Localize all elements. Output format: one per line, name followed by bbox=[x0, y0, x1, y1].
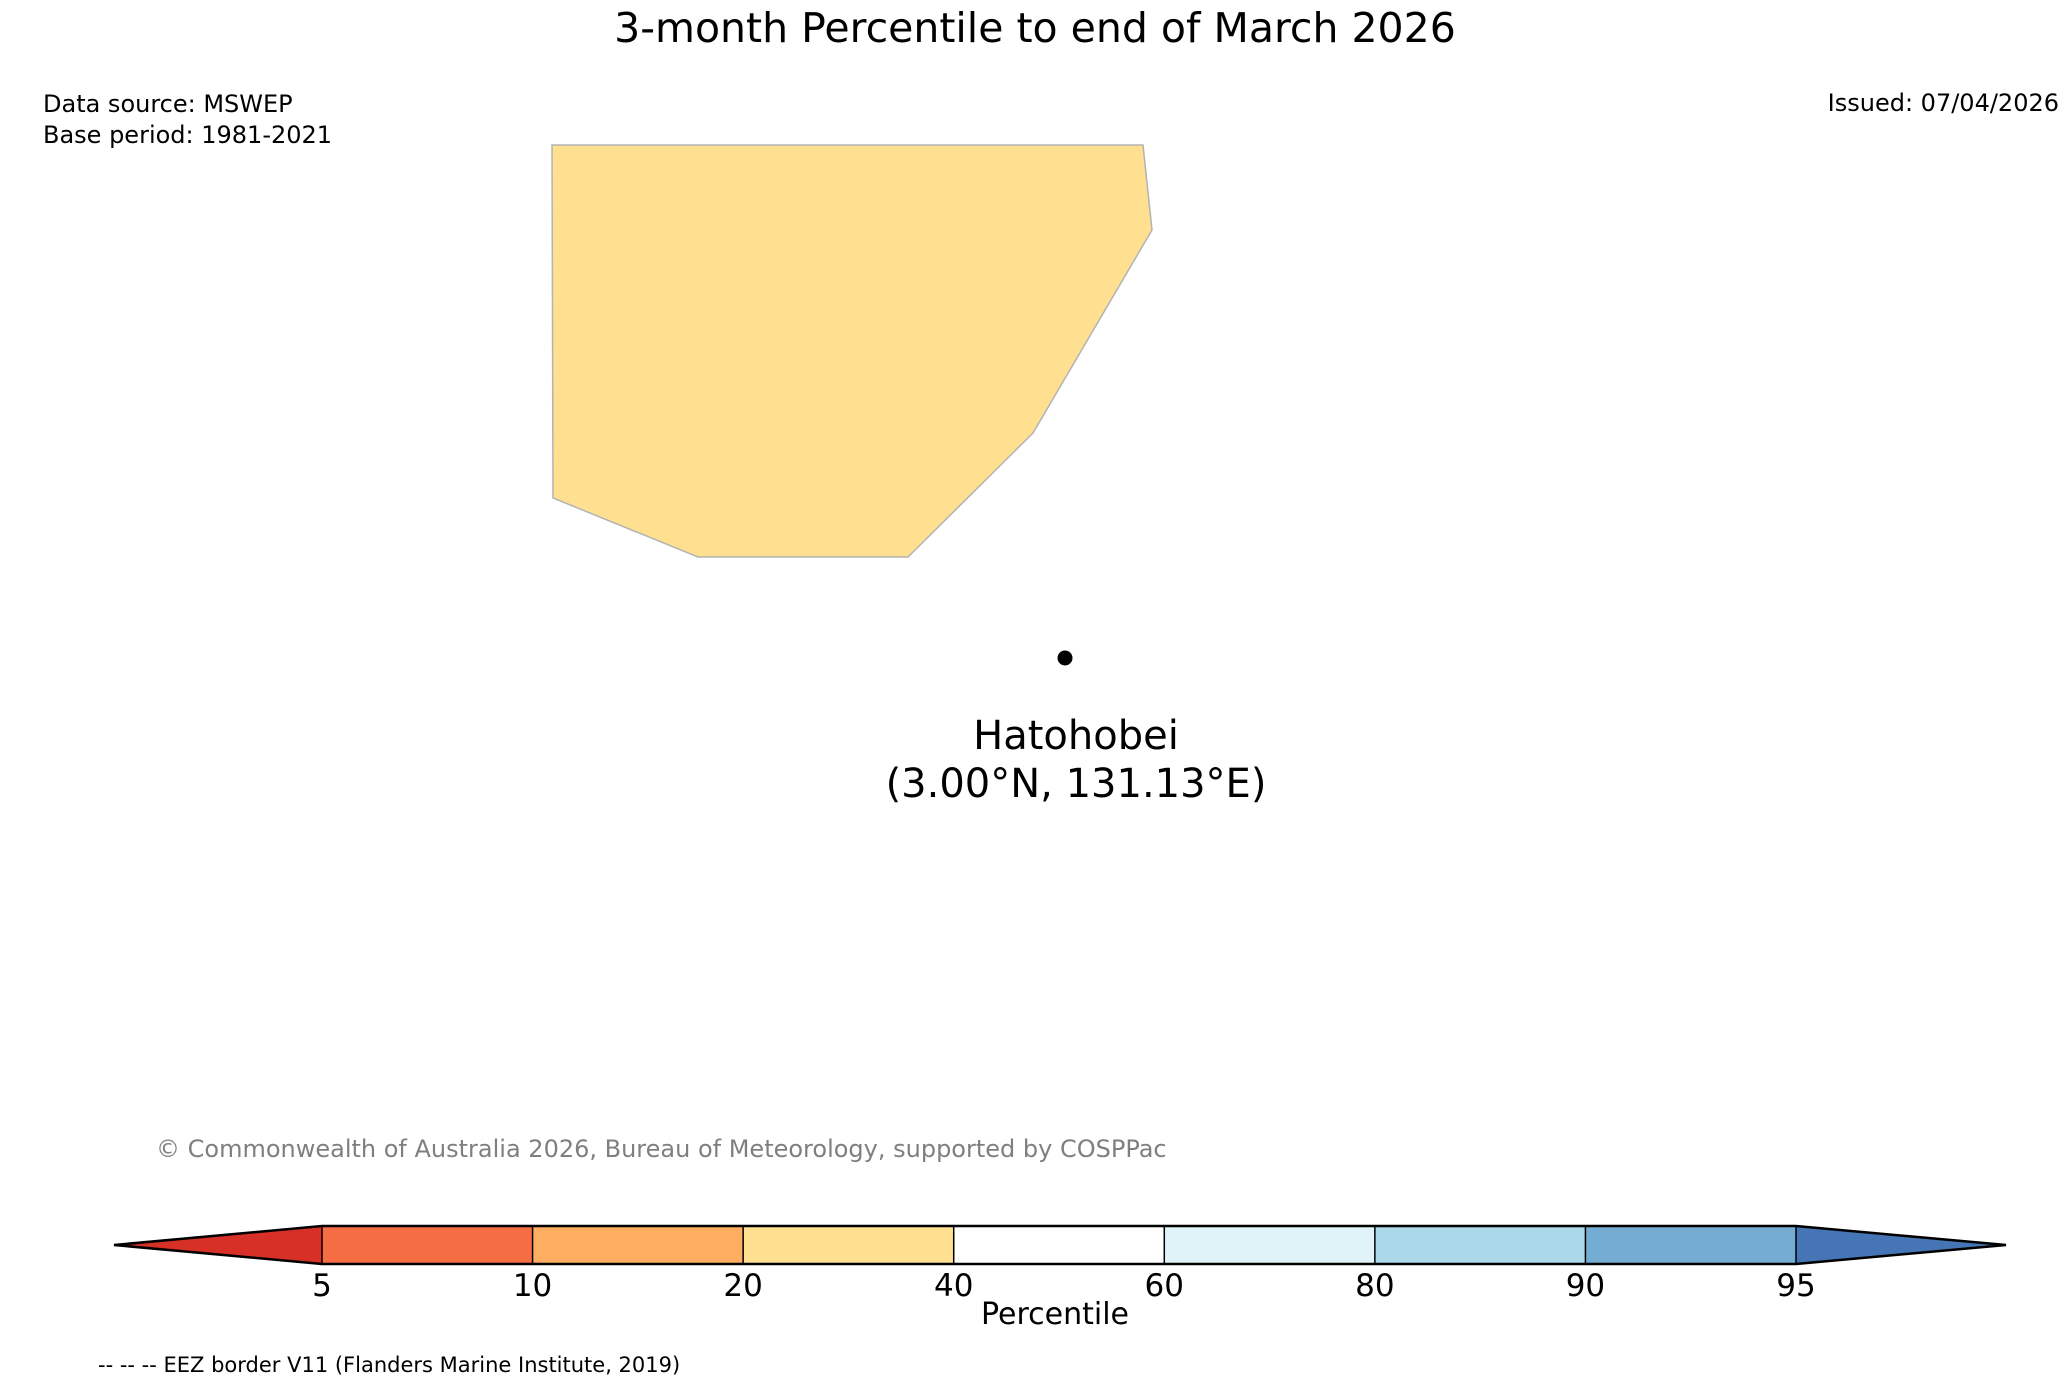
header-info: Data source: MSWEP Base period: 1981-202… bbox=[43, 89, 332, 151]
colorbar-segment bbox=[1796, 1226, 2006, 1264]
eez-border-legend-text: -- -- -- EEZ border V11 (Flanders Marine… bbox=[98, 1353, 681, 1377]
colorbar-tick-label: 95 bbox=[1776, 1268, 1816, 1304]
colorbar-segment bbox=[1374, 1226, 1586, 1264]
colorbar-segment bbox=[1164, 1226, 1375, 1264]
page-title: 3-month Percentile to end of March 2026 bbox=[614, 4, 1456, 52]
location-marker-dot bbox=[1057, 650, 1073, 666]
issued-date-text: Issued: 07/04/2026 bbox=[1827, 89, 2059, 117]
colorbar-tick-label: 80 bbox=[1355, 1268, 1395, 1304]
colorbar-segment bbox=[532, 1226, 744, 1264]
colorbar-axis-label: Percentile bbox=[980, 1297, 1130, 1332]
colorbar-tick-label: 5 bbox=[312, 1268, 332, 1304]
colorbar-tick-label: 60 bbox=[1144, 1268, 1185, 1304]
colorbar-tick-label: 10 bbox=[512, 1268, 553, 1304]
base-period-text: Base period: 1981-2021 bbox=[43, 121, 333, 149]
colorbar-tick-label: 20 bbox=[723, 1268, 763, 1304]
percentile-colorbar bbox=[113, 1224, 2007, 1266]
colorbar-tick-label: 40 bbox=[933, 1268, 974, 1304]
location-coordinates: (3.00°N, 131.13°E) bbox=[885, 761, 1267, 807]
colorbar-tick-label: 90 bbox=[1565, 1268, 1606, 1304]
colorbar-segment bbox=[113, 1224, 2007, 1266]
data-source-text: Data source: MSWEP bbox=[43, 90, 293, 118]
colorbar-segment bbox=[743, 1226, 954, 1264]
colorbar-segment bbox=[322, 1226, 533, 1264]
eez-region-shape bbox=[551, 144, 1153, 558]
location-name: Hatohobei bbox=[973, 713, 1179, 759]
colorbar-segment bbox=[1585, 1226, 1796, 1264]
colorbar-segment bbox=[953, 1226, 1165, 1264]
colorbar-segment bbox=[114, 1226, 322, 1264]
location-label: Hatohobei (3.00°N, 131.13°E) bbox=[886, 712, 1267, 808]
copyright-text: © Commonwealth of Australia 2026, Bureau… bbox=[156, 1135, 1167, 1163]
